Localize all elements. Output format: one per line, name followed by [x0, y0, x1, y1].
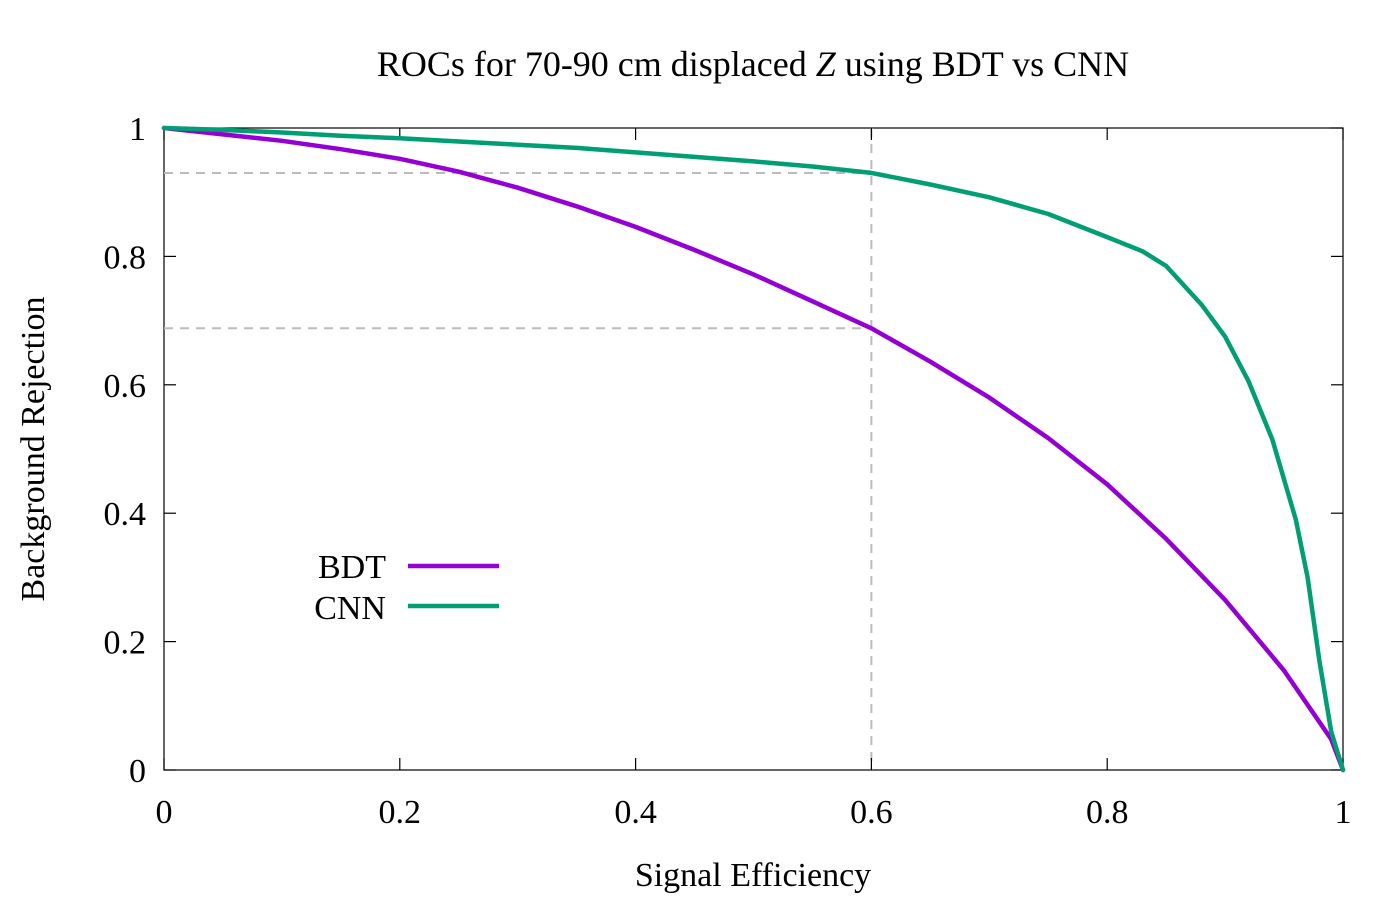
legend-label-cnn: CNN — [314, 590, 386, 627]
series-line-cnn — [161, 125, 1346, 773]
y-tick-label-4: 0.8 — [104, 239, 147, 276]
y-tick-label-3: 0.6 — [104, 368, 147, 405]
x-tick-label-3: 0.6 — [850, 794, 893, 831]
chart-title: ROCs for 70-90 cm displaced Z using BDT … — [377, 44, 1129, 84]
x-tick-label-1: 0.2 — [379, 794, 422, 831]
reference-lines — [164, 128, 873, 770]
x-tick-label-2: 0.4 — [614, 794, 657, 831]
plot-frame — [163, 127, 1344, 771]
y-tick-label-5: 1 — [129, 111, 146, 148]
series-line-bdt — [161, 125, 1346, 773]
x-tick-label-0: 0 — [156, 794, 173, 831]
title-part-italic: Z — [816, 44, 837, 84]
x-tick-label-4: 0.8 — [1086, 794, 1129, 831]
x-tick-label-5: 1 — [1335, 794, 1352, 831]
x-axis-label: Signal Efficiency — [635, 857, 871, 894]
series-lines — [161, 125, 1346, 773]
title-part-1: ROCs for 70-90 cm displaced — [377, 44, 816, 84]
title-part-2: using BDT vs CNN — [836, 44, 1129, 84]
y-tick-label-1: 0.2 — [104, 625, 147, 662]
axis-ticks — [163, 127, 1344, 771]
y-tick-label-0: 0 — [129, 753, 146, 790]
tick-labels: 0 0.2 0.4 0.6 0.8 1 0 0.2 0.4 0.6 0.8 1 — [104, 111, 1352, 831]
y-axis-label: Background Rejection — [15, 297, 52, 602]
legend-label-bdt: BDT — [318, 549, 386, 586]
y-tick-label-2: 0.4 — [104, 496, 147, 533]
legend: BDT CNN — [314, 549, 499, 627]
